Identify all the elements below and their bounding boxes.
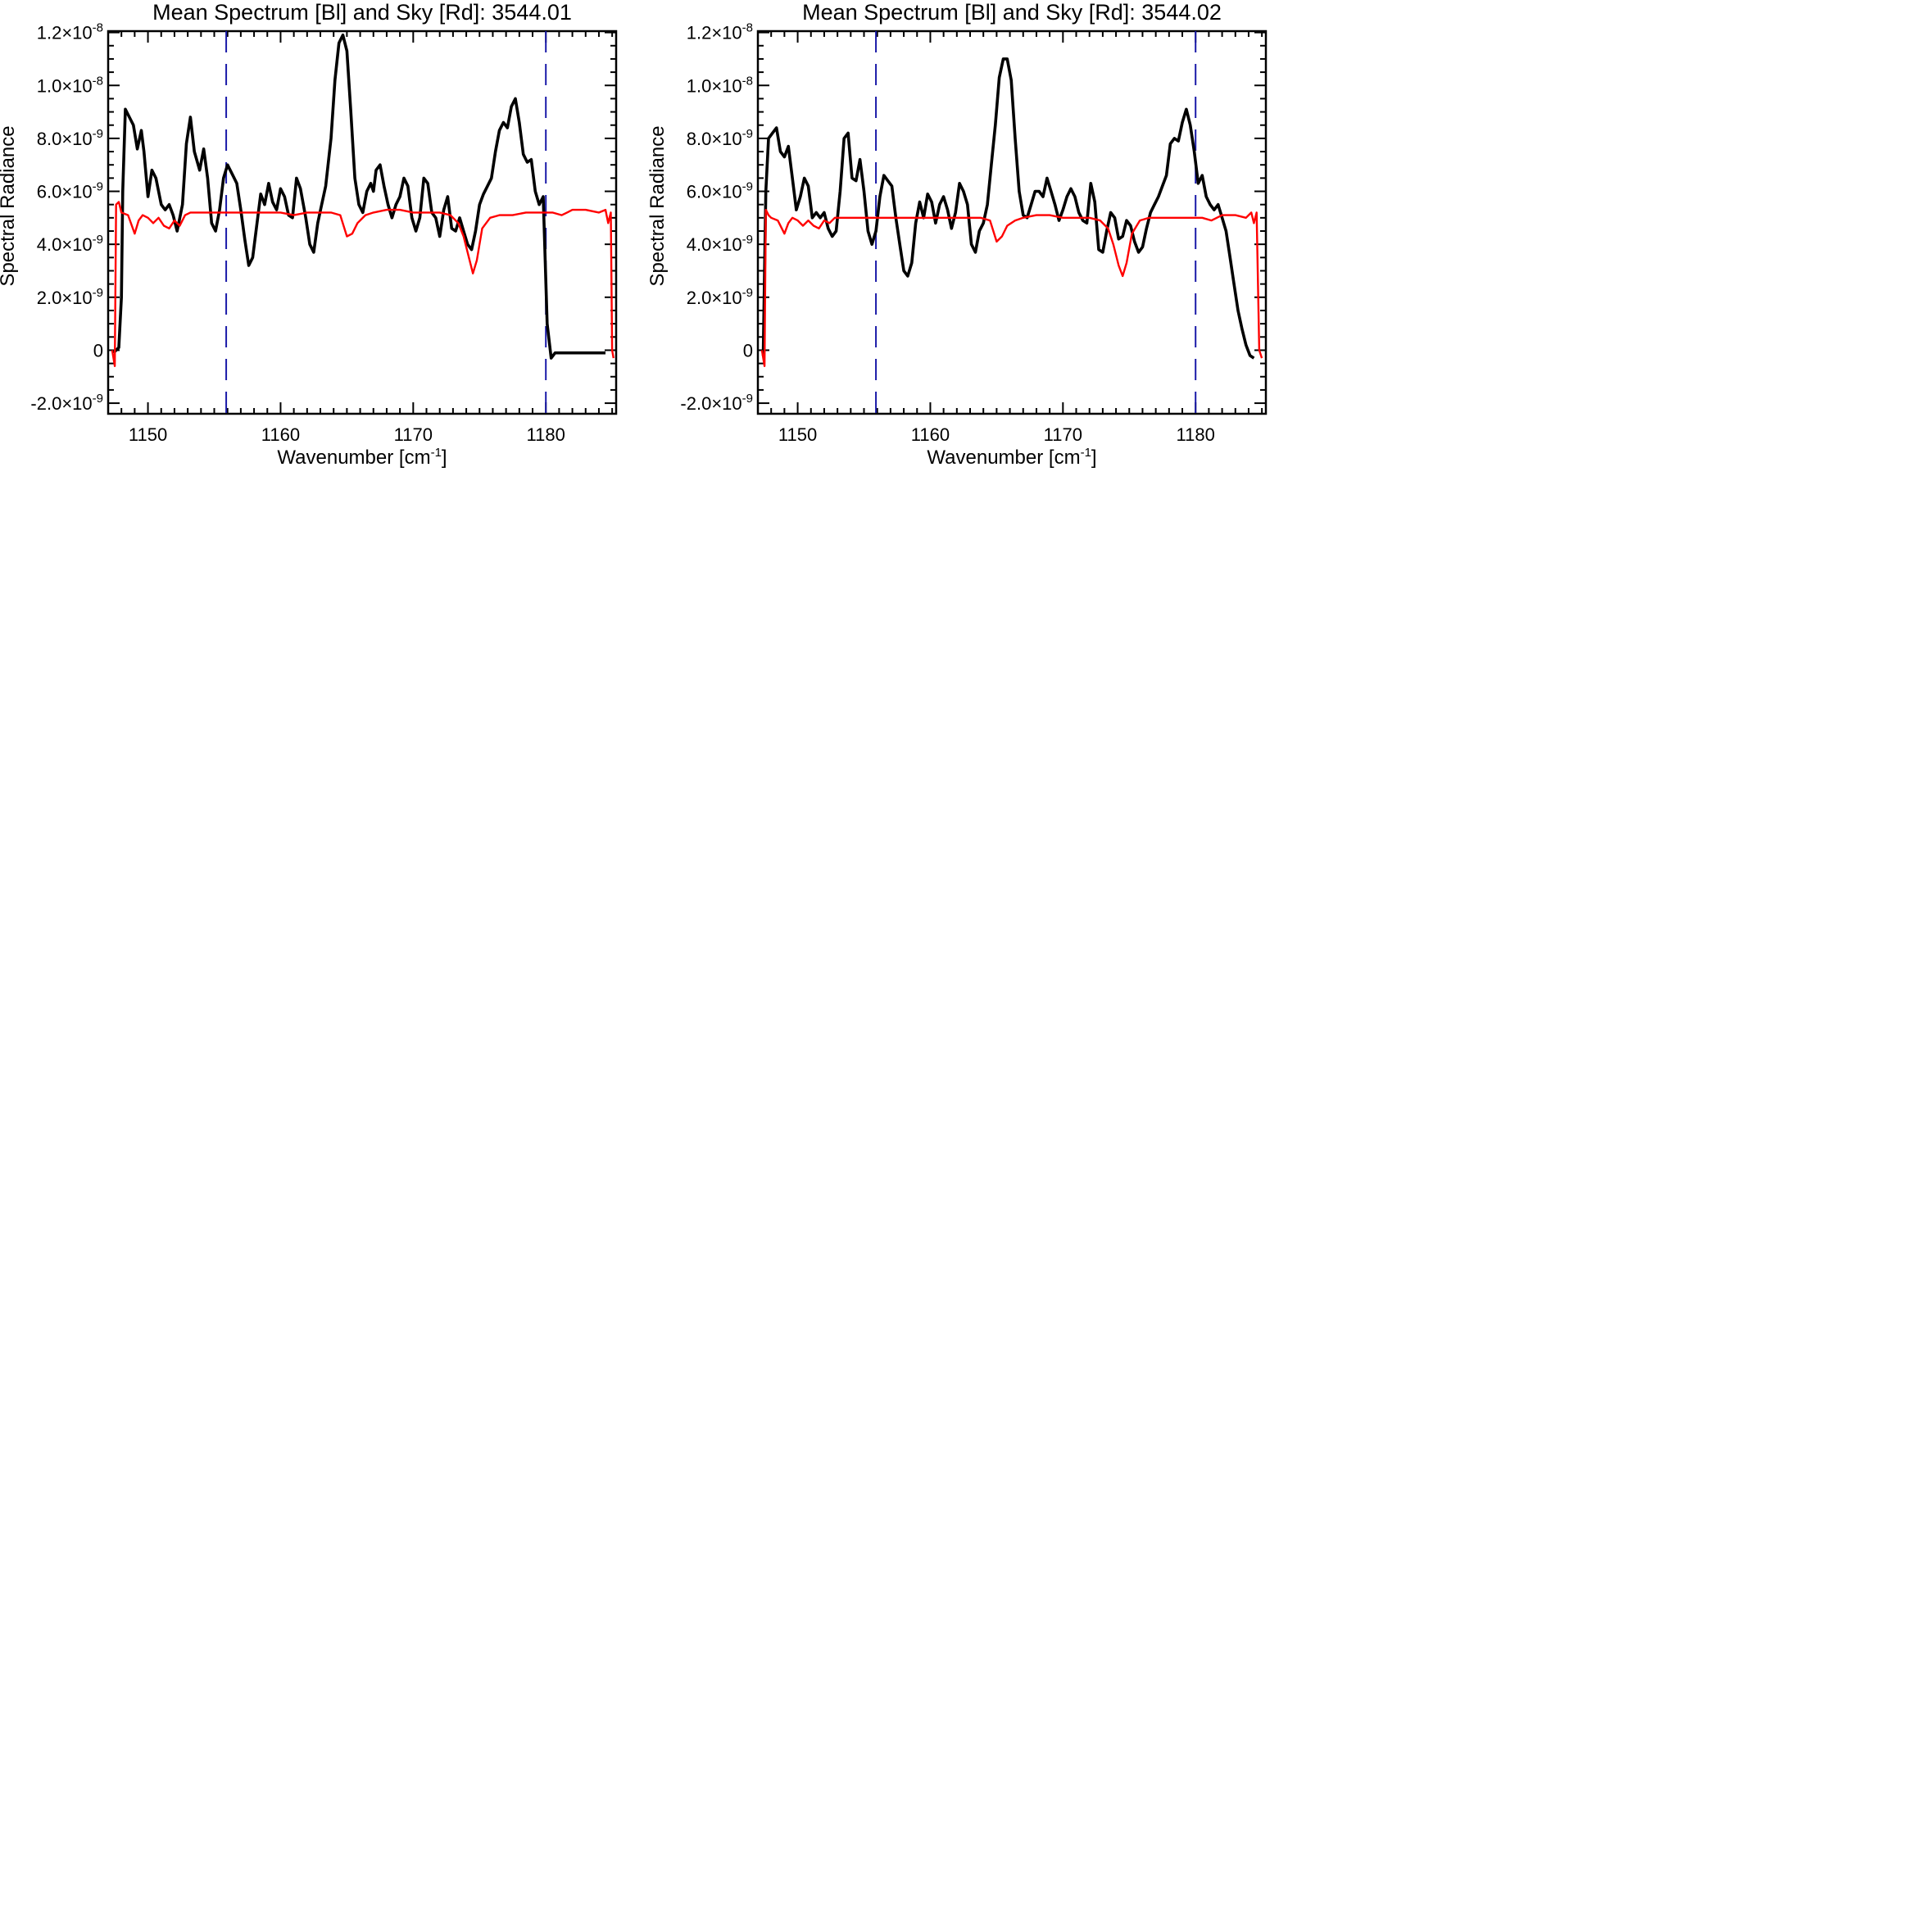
mean-spectrum-line xyxy=(112,33,605,360)
y-tick-label: 2.0×10-9 xyxy=(687,286,753,308)
y-tick-label: 8.0×10-9 xyxy=(37,127,103,149)
y-tick-label: 2.0×10-9 xyxy=(37,286,103,308)
chart-title: Mean Spectrum [Bl] and Sky [Rd]: 3544.02 xyxy=(802,0,1222,25)
y-tick-label: 6.0×10-9 xyxy=(687,180,753,202)
y-tick-label: 0 xyxy=(93,340,103,361)
y-axis-label: Spectral Radiance xyxy=(0,125,19,286)
chart-title: Mean Spectrum [Bl] and Sky [Rd]: 3544.01 xyxy=(152,0,572,25)
x-tick-label: 1180 xyxy=(527,424,565,445)
x-tick-label: 1150 xyxy=(778,424,817,445)
y-tick-label: 1.0×10-8 xyxy=(687,74,753,96)
plot-frame xyxy=(107,29,618,415)
y-tick-label: 1.0×10-8 xyxy=(37,74,103,96)
y-tick-label: 1.2×10-8 xyxy=(37,21,103,43)
sky-spectrum-line xyxy=(760,208,1263,367)
y-tick-label: 8.0×10-9 xyxy=(687,127,753,149)
mean-spectrum-line xyxy=(761,57,1255,360)
chart-panel-2: Mean Spectrum [Bl] and Sky [Rd]: 3544.02… xyxy=(646,0,1268,469)
y-tick-label: -2.0×10-9 xyxy=(680,392,753,414)
y-axis-label: Spectral Radiance xyxy=(646,125,669,286)
y-tick-label: 0 xyxy=(743,340,753,361)
x-tick-label: 1150 xyxy=(129,424,167,445)
y-tick-label: 4.0×10-9 xyxy=(687,233,753,255)
y-tick-label: 1.2×10-8 xyxy=(687,21,753,43)
y-tick-label: 6.0×10-9 xyxy=(37,180,103,202)
plot-frame xyxy=(756,29,1268,415)
x-tick-label: 1160 xyxy=(261,424,300,445)
y-tick-label: -2.0×10-9 xyxy=(30,392,103,414)
y-tick-label: 4.0×10-9 xyxy=(37,233,103,255)
x-tick-label: 1170 xyxy=(1044,424,1082,445)
x-tick-label: 1160 xyxy=(911,424,950,445)
sky-spectrum-line xyxy=(111,201,615,367)
chart-panel-1: Mean Spectrum [Bl] and Sky [Rd]: 3544.01… xyxy=(0,0,618,469)
x-tick-label: 1170 xyxy=(394,424,433,445)
x-axis-label: Wavenumber [cm-1] xyxy=(277,446,447,469)
x-axis-label: Wavenumber [cm-1] xyxy=(927,446,1096,469)
x-tick-label: 1180 xyxy=(1177,424,1215,445)
